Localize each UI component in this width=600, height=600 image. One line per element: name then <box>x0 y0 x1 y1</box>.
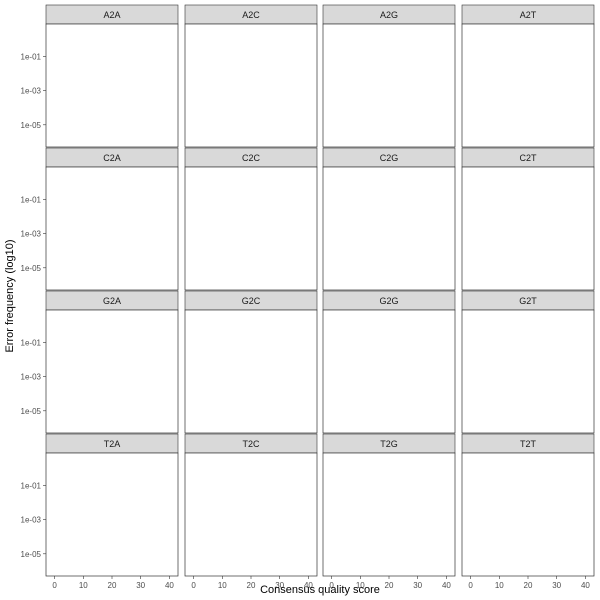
y-axis-title: Error frequency (log10) <box>4 239 16 352</box>
x-tick-label: 0 <box>329 581 334 590</box>
y-tick-label: 1e-03 <box>21 373 42 382</box>
panel-border <box>461 23 595 148</box>
panel-border <box>322 309 456 434</box>
panel-border <box>45 309 179 434</box>
facet-strip-label: C2C <box>242 153 261 163</box>
facet-panel-c2a: C2A 1e-01 1e-03 1e-05 <box>21 147 179 291</box>
facet-panel-c2g: C2G <box>322 147 456 291</box>
x-tick-label: 10 <box>79 581 88 590</box>
x-tick-label: 40 <box>581 581 590 590</box>
facet-strip-label: G2G <box>379 296 398 306</box>
x-tick-label: 40 <box>442 581 451 590</box>
x-tick-label: 30 <box>552 581 561 590</box>
facet-strip-label: A2G <box>380 10 398 20</box>
x-tick-label: 0 <box>468 581 473 590</box>
x-tick-label: 40 <box>165 581 174 590</box>
x-tick-label: 20 <box>108 581 117 590</box>
facet-panel-a2a: A2A 1e-01 1e-03 1e-05 <box>21 4 179 148</box>
facet-strip-label: T2T <box>520 439 537 449</box>
panel-border <box>322 452 456 577</box>
x-tick-label: 10 <box>356 581 365 590</box>
y-tick-label: 1e-03 <box>21 87 42 96</box>
panel-border <box>461 166 595 291</box>
facet-panel-t2g: T2G 0 10 20 30 40 <box>322 433 456 590</box>
x-tick-label: 0 <box>191 581 196 590</box>
facet-strip-label: T2G <box>380 439 398 449</box>
facet-strip-label: T2A <box>104 439 121 449</box>
facet-panel-c2t: C2T <box>461 147 595 291</box>
facet-panel-t2c: T2C 0 10 20 30 40 <box>184 433 318 590</box>
facet-panel-g2a: G2A 1e-01 1e-03 1e-05 <box>21 290 179 434</box>
facet-panel-c2c: C2C <box>184 147 318 291</box>
y-tick-label: 1e-05 <box>21 264 42 273</box>
y-tick-label: 1e-03 <box>21 230 42 239</box>
facet-strip-label: A2T <box>520 10 537 20</box>
y-tick-label: 1e-05 <box>21 121 42 130</box>
facet-panels: A2A 1e-01 1e-03 1e-05 A2C A2G A2T C2A 1e-01 1e-03… <box>21 4 595 590</box>
panel-border <box>184 166 318 291</box>
x-tick-label: 30 <box>413 581 422 590</box>
facet-panel-g2g: G2G <box>322 290 456 434</box>
panel-border <box>184 23 318 148</box>
panel-border <box>461 309 595 434</box>
panel-border <box>322 166 456 291</box>
y-tick-label: 1e-03 <box>21 516 42 525</box>
facet-panel-t2t: T2T 0 10 20 30 40 <box>461 433 595 590</box>
y-tick-label: 1e-01 <box>21 52 42 61</box>
x-tick-label: 30 <box>136 581 145 590</box>
facet-strip-label: C2A <box>103 153 121 163</box>
y-tick-label: 1e-05 <box>21 407 42 416</box>
x-tick-label: 0 <box>52 581 57 590</box>
y-tick-label: 1e-01 <box>21 338 42 347</box>
facet-strip-label: T2C <box>242 439 260 449</box>
panel-border <box>461 452 595 577</box>
panel-border <box>45 166 179 291</box>
x-axis-title: Consensus quality score <box>260 584 380 596</box>
facet-strip-label: G2T <box>519 296 537 306</box>
facet-panel-a2c: A2C <box>184 4 318 148</box>
facet-strip-label: A2C <box>242 10 260 20</box>
y-tick-label: 1e-05 <box>21 550 42 559</box>
facet-strip-label: C2G <box>380 153 399 163</box>
panel-border <box>184 452 318 577</box>
x-tick-label: 40 <box>304 581 313 590</box>
facet-panel-a2t: A2T <box>461 4 595 148</box>
x-tick-label: 10 <box>218 581 227 590</box>
x-tick-label: 10 <box>495 581 504 590</box>
panel-border <box>184 309 318 434</box>
facet-panel-g2c: G2C <box>184 290 318 434</box>
x-tick-label: 30 <box>275 581 284 590</box>
facet-panel-a2g: A2G <box>322 4 456 148</box>
x-tick-label: 20 <box>385 581 394 590</box>
y-tick-label: 1e-01 <box>21 481 42 490</box>
facet-strip-label: G2A <box>103 296 121 306</box>
y-tick-label: 1e-01 <box>21 195 42 204</box>
facet-panel-t2a: T2A 1e-01 1e-03 1e-05 0 10 20 30 40 <box>21 433 179 590</box>
x-tick-label: 20 <box>247 581 256 590</box>
facet-panel-g2t: G2T <box>461 290 595 434</box>
facet-strip-label: A2A <box>103 10 120 20</box>
panel-border <box>322 23 456 148</box>
facet-strip-label: G2C <box>242 296 261 306</box>
panel-border <box>45 23 179 148</box>
facet-strip-label: C2T <box>519 153 537 163</box>
x-tick-label: 20 <box>524 581 533 590</box>
panel-border <box>45 452 179 577</box>
